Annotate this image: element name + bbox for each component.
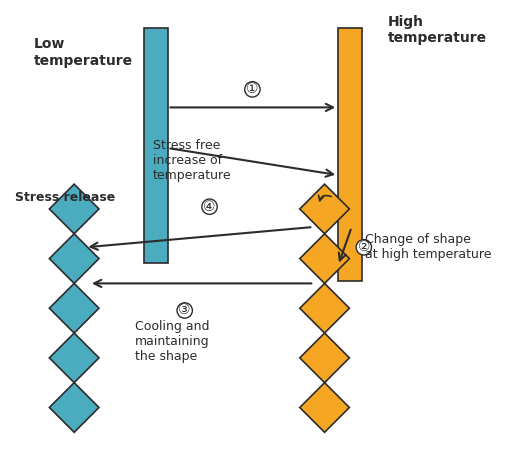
Polygon shape <box>300 184 350 234</box>
Polygon shape <box>49 383 99 432</box>
Text: ②: ② <box>358 240 370 254</box>
Text: ③: ③ <box>178 303 191 317</box>
Text: High
temperature: High temperature <box>388 15 487 45</box>
Polygon shape <box>49 333 99 383</box>
Text: Cooling and
maintaining
the shape: Cooling and maintaining the shape <box>135 320 210 362</box>
Text: Change of shape
at high temperature: Change of shape at high temperature <box>365 233 492 262</box>
Text: ①: ① <box>246 82 259 96</box>
Polygon shape <box>300 283 350 333</box>
Text: ④: ④ <box>203 200 216 214</box>
Text: Stress free
increase of
temperature: Stress free increase of temperature <box>153 139 232 182</box>
Polygon shape <box>300 333 350 383</box>
Polygon shape <box>300 383 350 432</box>
Bar <box>144 29 168 263</box>
Text: Low
temperature: Low temperature <box>34 38 133 68</box>
Polygon shape <box>49 184 99 234</box>
Text: Stress release: Stress release <box>16 191 116 204</box>
Polygon shape <box>49 283 99 333</box>
Bar <box>338 29 362 281</box>
Polygon shape <box>300 234 350 283</box>
Polygon shape <box>49 234 99 283</box>
